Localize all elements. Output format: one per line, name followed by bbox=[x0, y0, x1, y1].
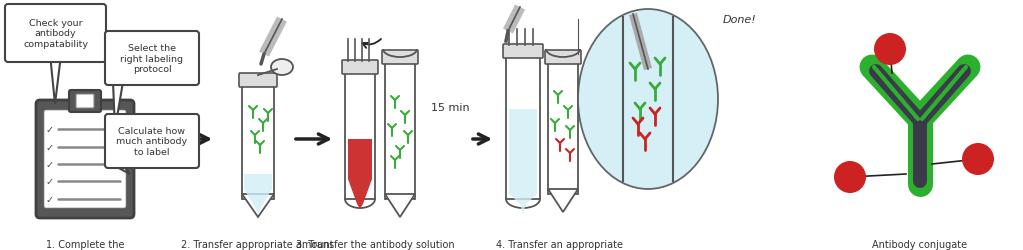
FancyBboxPatch shape bbox=[239, 74, 277, 88]
FancyBboxPatch shape bbox=[76, 94, 94, 108]
Text: 4. Transfer an appropriate
amount of Storage Buffer into
the labeling reaction: 4. Transfer an appropriate amount of Sto… bbox=[487, 239, 633, 250]
FancyBboxPatch shape bbox=[385, 60, 415, 199]
Text: Select the
right labeling
protocol: Select the right labeling protocol bbox=[121, 44, 183, 74]
Text: 2. Transfer appropriate amount
of antibody to a clean tube & add
1/10 volume of : 2. Transfer appropriate amount of antibo… bbox=[175, 239, 340, 250]
FancyBboxPatch shape bbox=[44, 110, 126, 208]
Ellipse shape bbox=[271, 60, 293, 76]
FancyBboxPatch shape bbox=[345, 70, 375, 199]
Polygon shape bbox=[113, 83, 123, 130]
Text: Check your
antibody
compatability: Check your antibody compatability bbox=[23, 19, 88, 49]
Text: Done!: Done! bbox=[723, 15, 757, 25]
Polygon shape bbox=[242, 194, 274, 217]
Polygon shape bbox=[385, 194, 415, 217]
FancyBboxPatch shape bbox=[506, 55, 540, 199]
Polygon shape bbox=[548, 189, 578, 212]
FancyBboxPatch shape bbox=[105, 114, 199, 168]
FancyBboxPatch shape bbox=[545, 51, 581, 65]
Polygon shape bbox=[50, 60, 60, 104]
Text: Calculate how
much antibody
to label: Calculate how much antibody to label bbox=[117, 126, 187, 156]
Text: ✓: ✓ bbox=[46, 159, 54, 169]
Polygon shape bbox=[509, 110, 537, 214]
Text: ✓: ✓ bbox=[46, 194, 54, 204]
Text: 15 min: 15 min bbox=[431, 102, 470, 113]
FancyBboxPatch shape bbox=[382, 51, 418, 65]
Text: 1. Complete the
pre-labeling checklist: 1. Complete the pre-labeling checklist bbox=[33, 239, 137, 250]
Circle shape bbox=[874, 34, 906, 66]
FancyBboxPatch shape bbox=[242, 80, 274, 199]
Text: ✓: ✓ bbox=[46, 176, 54, 186]
FancyBboxPatch shape bbox=[503, 45, 543, 59]
FancyBboxPatch shape bbox=[69, 91, 101, 112]
Text: ✓: ✓ bbox=[46, 142, 54, 152]
Circle shape bbox=[834, 161, 866, 193]
Ellipse shape bbox=[578, 10, 718, 189]
Text: 3. Transfer the antibody solution
from step 2 to the label vial: 3. Transfer the antibody solution from s… bbox=[296, 239, 454, 250]
FancyBboxPatch shape bbox=[105, 32, 199, 86]
FancyBboxPatch shape bbox=[36, 100, 134, 218]
Text: Antibody conjugate
is ready for staining: Antibody conjugate is ready for staining bbox=[872, 239, 969, 250]
Polygon shape bbox=[348, 140, 372, 209]
Polygon shape bbox=[113, 165, 130, 174]
FancyBboxPatch shape bbox=[5, 5, 106, 63]
FancyBboxPatch shape bbox=[342, 61, 379, 75]
Circle shape bbox=[962, 144, 994, 175]
Polygon shape bbox=[244, 174, 272, 214]
Text: ✓: ✓ bbox=[46, 124, 54, 134]
FancyBboxPatch shape bbox=[548, 60, 578, 194]
